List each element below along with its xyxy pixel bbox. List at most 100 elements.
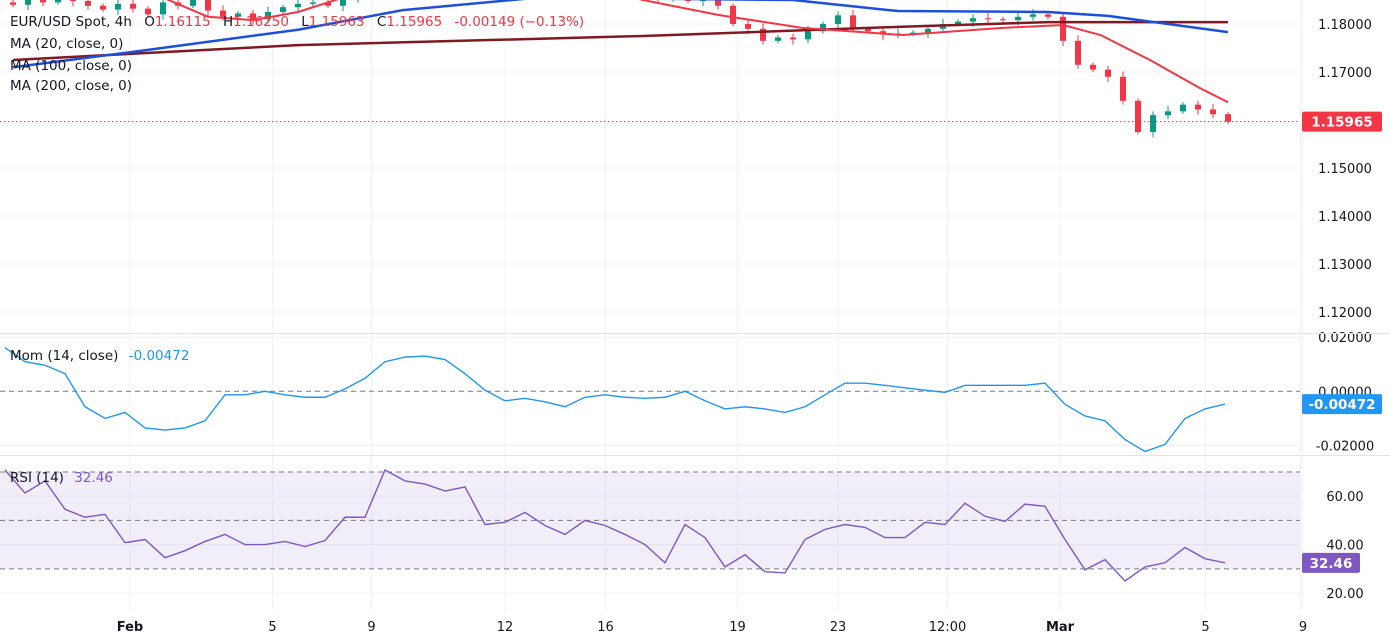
candle[interactable] bbox=[1210, 104, 1216, 119]
candle[interactable] bbox=[355, 0, 361, 3]
low-label: L bbox=[301, 14, 309, 30]
legend-momentum[interactable]: Mom (14, close) -0.00472 bbox=[10, 348, 189, 364]
candle[interactable] bbox=[1135, 98, 1141, 135]
candle[interactable] bbox=[190, 0, 196, 9]
candle[interactable] bbox=[10, 0, 16, 8]
momentum-line bbox=[4, 347, 1226, 453]
x-tick-label: 12:00 bbox=[929, 620, 966, 635]
candle-body bbox=[775, 37, 781, 41]
candle-body bbox=[1150, 115, 1156, 132]
candle[interactable] bbox=[55, 0, 61, 5]
rsi-line bbox=[4, 469, 1226, 582]
open-label: O bbox=[144, 14, 155, 30]
rsi-label: RSI (14) bbox=[10, 470, 64, 486]
legend-ma100[interactable]: MA (100, close, 0) bbox=[10, 58, 132, 74]
candle-body bbox=[205, 0, 211, 11]
candle[interactable] bbox=[160, 0, 166, 20]
candle-body bbox=[745, 24, 751, 29]
candle[interactable] bbox=[265, 6, 271, 24]
candle[interactable] bbox=[1120, 71, 1126, 105]
legend-ma20[interactable]: MA (20, close, 0) bbox=[10, 36, 123, 52]
rsi-value: 32.46 bbox=[74, 470, 113, 486]
candle[interactable] bbox=[715, 0, 721, 10]
candle[interactable] bbox=[280, 4, 286, 15]
candle-body bbox=[970, 18, 976, 22]
candle[interactable] bbox=[295, 0, 301, 13]
candle[interactable] bbox=[835, 11, 841, 30]
low-value: 1.15963 bbox=[309, 14, 365, 30]
candle-body bbox=[280, 7, 286, 12]
candle[interactable] bbox=[700, 0, 706, 7]
candle-body bbox=[145, 8, 151, 15]
rsi-badge-label: 32.46 bbox=[1310, 556, 1353, 572]
candle-body bbox=[1195, 104, 1201, 110]
x-tick-label: 9 bbox=[367, 620, 375, 635]
candle-body bbox=[850, 15, 856, 29]
candle[interactable] bbox=[1180, 102, 1186, 114]
candle-body bbox=[955, 21, 961, 24]
candle[interactable] bbox=[1060, 12, 1066, 47]
rsi-pane[interactable] bbox=[4, 469, 1226, 582]
momentum-label: Mom (14, close) bbox=[10, 348, 118, 364]
x-tick-label: 19 bbox=[729, 620, 746, 635]
candle-body bbox=[220, 10, 226, 17]
candle[interactable] bbox=[775, 35, 781, 44]
close-value: 1.15965 bbox=[386, 14, 442, 30]
candle[interactable] bbox=[985, 12, 991, 24]
candle-body bbox=[820, 24, 826, 32]
candle[interactable] bbox=[235, 11, 241, 20]
candle-body bbox=[790, 37, 796, 40]
candle[interactable] bbox=[790, 33, 796, 45]
candle[interactable] bbox=[1105, 65, 1111, 83]
candle[interactable] bbox=[730, 3, 736, 27]
candle[interactable] bbox=[340, 0, 346, 12]
candle[interactable] bbox=[70, 0, 76, 7]
candle[interactable] bbox=[205, 0, 211, 16]
x-tick-label: 12 bbox=[497, 620, 514, 635]
candle[interactable] bbox=[760, 23, 766, 45]
candle[interactable] bbox=[100, 3, 106, 12]
candle[interactable] bbox=[1075, 35, 1081, 69]
candle-body bbox=[1165, 111, 1171, 116]
candle[interactable] bbox=[250, 9, 256, 25]
candle[interactable] bbox=[1000, 16, 1006, 23]
momentum-pane[interactable] bbox=[0, 347, 1300, 453]
x-tick-label: Feb bbox=[117, 620, 143, 635]
price-pane[interactable] bbox=[0, 0, 1300, 138]
candle[interactable] bbox=[25, 0, 31, 11]
candle[interactable] bbox=[1090, 62, 1096, 72]
candle[interactable] bbox=[40, 0, 46, 7]
candle-body bbox=[25, 0, 31, 5]
candle[interactable] bbox=[130, 0, 136, 13]
momentum-tick-label: -0.02000 bbox=[1316, 440, 1374, 455]
momentum-value: -0.00472 bbox=[129, 348, 190, 364]
legend-ma200[interactable]: MA (200, close, 0) bbox=[10, 78, 132, 94]
candle[interactable] bbox=[85, 0, 91, 10]
candle[interactable] bbox=[1165, 106, 1171, 120]
rsi-tick-label: 40.00 bbox=[1326, 539, 1363, 554]
axes: Feb 5 9 12 16 19 23 12:00 Mar 5 9 1.18000 1.17000 1.1… bbox=[117, 18, 1382, 635]
candle[interactable] bbox=[1195, 100, 1201, 115]
candle[interactable] bbox=[115, 0, 121, 15]
rsi-band bbox=[0, 471, 1300, 570]
candle[interactable] bbox=[145, 6, 151, 17]
candle[interactable] bbox=[655, 0, 661, 3]
candle-body bbox=[760, 28, 766, 41]
change-value: -0.00149 (−0.13%) bbox=[454, 14, 584, 30]
candle[interactable] bbox=[1150, 111, 1156, 138]
symbol-title: EUR/USD Spot, 4h bbox=[10, 14, 132, 30]
candle-body bbox=[1210, 109, 1216, 115]
candle-body bbox=[685, 0, 691, 1]
candle[interactable] bbox=[820, 21, 826, 34]
high-value: 1.16250 bbox=[233, 14, 289, 30]
candle-body bbox=[1120, 76, 1126, 101]
candle[interactable] bbox=[310, 0, 316, 8]
close-label: C bbox=[377, 14, 386, 30]
candle[interactable] bbox=[685, 0, 691, 4]
legend-rsi[interactable]: RSI (14) 32.46 bbox=[10, 470, 113, 486]
candle-body bbox=[40, 0, 46, 3]
candle-body bbox=[985, 18, 991, 20]
candle-body bbox=[1180, 104, 1186, 112]
